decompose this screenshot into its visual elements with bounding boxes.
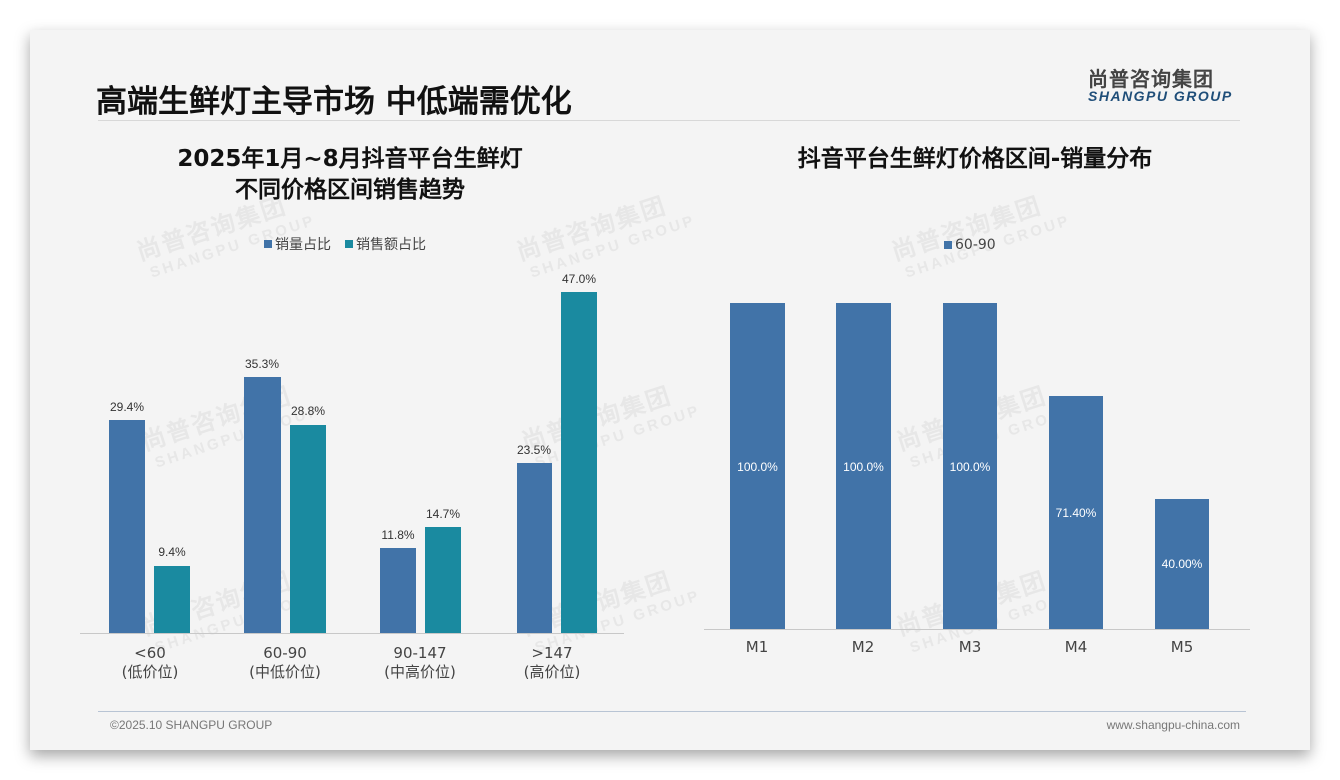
left-chart-title: 2025年1月~8月抖音平台生鲜灯 不同价格区间销售趋势 [110,144,590,206]
category-label-90-147: 90-147 (中高价位) [384,644,456,681]
category-label-m4: M4 [1064,638,1088,656]
left-chart-title-line2: 不同价格区间销售趋势 [235,177,465,203]
category-label-m2: M2 [851,638,875,656]
footer-copyright: ©2025.10 SHANGPU GROUP [110,718,273,732]
category-label-60-90: 60-90 (中低价位) [249,644,321,681]
footer-divider [98,711,1246,712]
left-chart-legend: 销量占比 销售额占比 [264,234,426,254]
category-label-lt60: <60 (低价位) [121,644,179,681]
legend-swatch [264,240,272,248]
bar-volume-90-147 [380,548,416,633]
bar-m3 [943,303,997,629]
bar-volume-60-90 [244,377,281,633]
legend-swatch [944,241,952,249]
company-logo-cn: 尚普咨询集团 [1088,67,1214,91]
bar-m2 [836,303,891,629]
category-label-m5: M5 [1170,638,1194,656]
legend-item-sales-revenue: 销售额占比 [345,234,426,254]
legend-swatch [345,240,353,248]
bar-label: 23.5% [516,443,552,457]
bar-m4 [1049,396,1103,629]
bar-volume-lt60 [109,420,145,633]
title-divider [98,120,1240,121]
bar-label: 100.0% [737,460,778,474]
bar-label: 100.0% [843,460,884,474]
company-logo-en: SHANGPU GROUP [1088,88,1233,104]
left-chart-title-line1: 2025年1月~8月抖音平台生鲜灯 [177,146,523,172]
bar-revenue-90-147 [425,527,461,633]
bar-volume-gt147 [517,463,552,633]
category-label-m1: M1 [745,638,769,656]
bar-label: 9.4% [158,545,186,559]
bar-revenue-gt147 [561,292,597,633]
bar-revenue-lt60 [154,566,190,633]
bar-revenue-60-90 [290,425,326,633]
category-label-m3: M3 [958,638,982,656]
right-chart-title: 抖音平台生鲜灯价格区间-销量分布 [797,146,1153,172]
category-label-gt147: >147 (高价位) [523,644,581,681]
bar-m5 [1155,499,1209,629]
bar-label: 40.00% [1161,557,1203,571]
bar-label: 29.4% [109,400,145,414]
footer-website: www.shangpu-china.com [1106,718,1240,732]
bar-label: 11.8% [381,528,415,542]
legend-item-60-90: 60-90 [944,237,996,253]
right-chart-legend: 60-90 [944,237,996,253]
bar-label: 100.0% [949,460,991,474]
bar-label: 47.0% [561,272,597,286]
bar-label: 28.8% [290,404,326,418]
bar-label: 14.7% [425,507,461,521]
right-chart-x-axis [704,629,1250,630]
slide-title: 高端生鲜灯主导市场 中低端需优化 [96,84,572,120]
legend-item-sales-volume: 销量占比 [264,234,331,254]
bar-m1 [730,303,785,629]
left-chart-x-axis [80,633,624,634]
bar-label: 71.40% [1055,506,1097,520]
bar-label: 35.3% [244,357,280,371]
slide: 尚普咨询集团 SHANGPU GROUP 尚普咨询集团 SHANGPU GROUP … [30,30,1310,750]
